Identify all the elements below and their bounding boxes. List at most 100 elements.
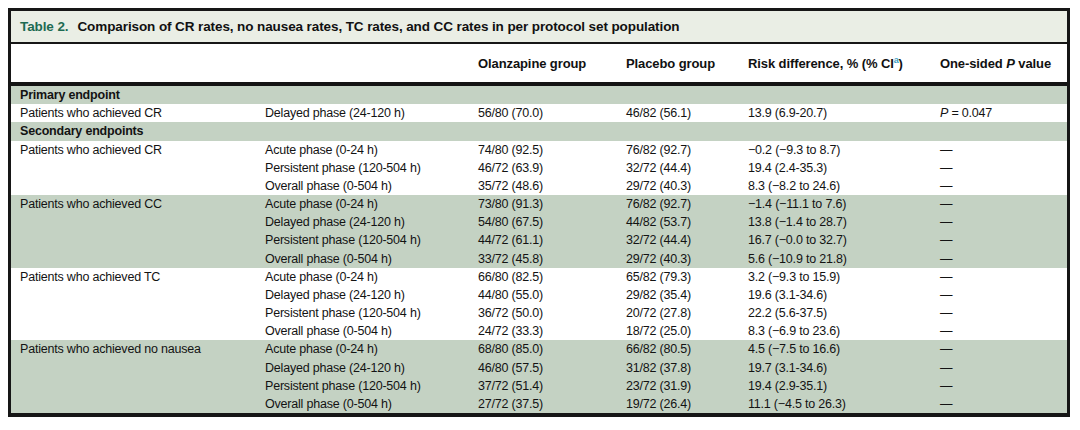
comparison-table: Table 2. Comparison of CR rates, no naus… <box>8 8 1070 417</box>
olanzapine-value: 35/72 (48.6) <box>469 179 617 193</box>
placebo-value: 76/82 (92.7) <box>617 143 739 157</box>
olanzapine-value: 37/72 (51.4) <box>469 379 617 393</box>
risk-difference-value: 4.5 (−7.5 to 16.6) <box>739 342 931 356</box>
phase-cell: Acute phase (0-24 h) <box>256 342 469 356</box>
section-header-primary: Primary endpoint <box>11 86 1067 104</box>
table-row: Persistent phase (120-504 h) 44/72 (61.1… <box>11 231 1067 249</box>
table-row: Overall phase (0-504 h) 27/72 (37.5) 19/… <box>11 395 1067 413</box>
table-row: Patients who achieved no nausea Acute ph… <box>11 340 1067 358</box>
olanzapine-value: 73/80 (91.3) <box>469 197 617 211</box>
olanzapine-value: 68/80 (85.0) <box>469 342 617 356</box>
risk-difference-value: 11.1 (−4.5 to 26.3) <box>739 397 931 411</box>
phase-cell: Persistent phase (120-504 h) <box>256 379 469 393</box>
table-title-text: Comparison of CR rates, no nausea rates,… <box>77 19 679 34</box>
risk-difference-value: 8.3 (−8.2 to 24.6) <box>739 179 931 193</box>
olanzapine-value: 44/80 (55.0) <box>469 288 617 302</box>
risk-difference-column-header: Risk difference, % (% CIa) <box>739 55 931 71</box>
table-row: Delayed phase (24-120 h) 54/80 (67.5) 44… <box>11 213 1067 231</box>
endpoint-cell: Patients who achieved TC <box>11 270 256 284</box>
table-title-bar: Table 2. Comparison of CR rates, no naus… <box>11 11 1067 44</box>
placebo-value: 29/72 (40.3) <box>617 179 739 193</box>
p-value-cell: — <box>931 306 1067 320</box>
p-value-cell: — <box>931 270 1067 284</box>
risk-difference-value: −1.4 (−11.1 to 7.6) <box>739 197 931 211</box>
placebo-column-header: Placebo group <box>617 56 739 71</box>
phase-cell: Delayed phase (24-120 h) <box>256 288 469 302</box>
risk-difference-value: 5.6 (−10.9 to 21.8) <box>739 252 931 266</box>
olanzapine-column-header: Olanzapine group <box>469 56 617 71</box>
risk-difference-value: 13.8 (−1.4 to 28.7) <box>739 215 931 229</box>
phase-cell: Overall phase (0-504 h) <box>256 324 469 338</box>
p-value-cell: — <box>931 179 1067 193</box>
olanzapine-value: 56/80 (70.0) <box>469 106 617 120</box>
phase-cell: Overall phase (0-504 h) <box>256 252 469 266</box>
endpoint-cell: Patients who achieved CR <box>11 143 256 157</box>
table-row: Patients who achieved CC Acute phase (0-… <box>11 195 1067 213</box>
table-row: Persistent phase (120-504 h) 46/72 (63.9… <box>11 159 1067 177</box>
p-symbol: P <box>940 106 948 120</box>
p-value-cell: — <box>931 397 1067 411</box>
placebo-value: 65/82 (79.3) <box>617 270 739 284</box>
p-value-cell: — <box>931 197 1067 211</box>
phase-cell: Acute phase (0-24 h) <box>256 197 469 211</box>
pvalue-column-header: One-sided P value <box>931 56 1067 71</box>
olanzapine-value: 74/80 (92.5) <box>469 143 617 157</box>
table-number-label: Table 2. <box>20 19 68 34</box>
section-label: Primary endpoint <box>11 88 1067 102</box>
risk-difference-value: 22.2 (5.6-37.5) <box>739 306 931 320</box>
p-value-cell: — <box>931 161 1067 175</box>
table-row: Delayed phase (24-120 h) 44/80 (55.0) 29… <box>11 286 1067 304</box>
endpoint-cell: Patients who achieved CC <box>11 197 256 211</box>
placebo-value: 76/82 (92.7) <box>617 197 739 211</box>
phase-cell: Overall phase (0-504 h) <box>256 397 469 411</box>
column-header-row: Olanzapine group Placebo group Risk diff… <box>11 44 1067 86</box>
placebo-value: 46/82 (56.1) <box>617 106 739 120</box>
risk-difference-value: 19.4 (2.4-35.3) <box>739 161 931 175</box>
p-value-cell: — <box>931 324 1067 338</box>
placebo-value: 32/72 (44.4) <box>617 161 739 175</box>
risk-difference-value: 3.2 (−9.3 to 15.9) <box>739 270 931 284</box>
p-value-cell: — <box>931 379 1067 393</box>
section-header-secondary: Secondary endpoints <box>11 122 1067 140</box>
phase-cell: Persistent phase (120-504 h) <box>256 233 469 247</box>
table-row: Overall phase (0-504 h) 33/72 (45.8) 29/… <box>11 250 1067 268</box>
p-value-cell: — <box>931 143 1067 157</box>
phase-cell: Delayed phase (24-120 h) <box>256 361 469 375</box>
risk-difference-value: −0.2 (−9.3 to 8.7) <box>739 143 931 157</box>
risk-difference-value: 19.7 (3.1-34.6) <box>739 361 931 375</box>
phase-cell: Persistent phase (120-504 h) <box>256 161 469 175</box>
olanzapine-value: 24/72 (33.3) <box>469 324 617 338</box>
risk-difference-value: 13.9 (6.9-20.7) <box>739 106 931 120</box>
table-row: Patients who achieved CR Acute phase (0-… <box>11 141 1067 159</box>
table-row: Patients who achieved TC Acute phase (0-… <box>11 268 1067 286</box>
p-symbol: P <box>1006 56 1015 71</box>
endpoint-cell: Patients who achieved CR <box>11 106 256 120</box>
olanzapine-value: 54/80 (67.5) <box>469 215 617 229</box>
p-value-cell: — <box>931 233 1067 247</box>
placebo-value: 29/82 (35.4) <box>617 288 739 302</box>
risk-difference-value: 19.6 (3.1-34.6) <box>739 288 931 302</box>
p-value-text: = 0.047 <box>948 106 992 120</box>
placebo-value: 23/72 (31.9) <box>617 379 739 393</box>
placebo-value: 19/72 (26.4) <box>617 397 739 411</box>
p-value-cell: — <box>931 252 1067 266</box>
phase-cell: Delayed phase (24-120 h) <box>256 215 469 229</box>
table-row: Patients who achieved CR Delayed phase (… <box>11 104 1067 122</box>
phase-cell: Persistent phase (120-504 h) <box>256 306 469 320</box>
table-body: Primary endpoint Patients who achieved C… <box>11 86 1067 413</box>
olanzapine-value: 33/72 (45.8) <box>469 252 617 266</box>
phase-cell: Delayed phase (24-120 h) <box>256 106 469 120</box>
p-value-cell: — <box>931 342 1067 356</box>
p-value-cell: P = 0.047 <box>931 106 1067 120</box>
placebo-value: 29/72 (40.3) <box>617 252 739 266</box>
placebo-value: 44/82 (53.7) <box>617 215 739 229</box>
placebo-value: 32/72 (44.4) <box>617 233 739 247</box>
table-row: Overall phase (0-504 h) 35/72 (48.6) 29/… <box>11 177 1067 195</box>
p-value-cell: — <box>931 215 1067 229</box>
olanzapine-value: 36/72 (50.0) <box>469 306 617 320</box>
section-label: Secondary endpoints <box>11 124 1067 138</box>
olanzapine-value: 66/80 (82.5) <box>469 270 617 284</box>
olanzapine-value: 44/72 (61.1) <box>469 233 617 247</box>
phase-cell: Acute phase (0-24 h) <box>256 270 469 284</box>
p-value-cell: — <box>931 288 1067 302</box>
